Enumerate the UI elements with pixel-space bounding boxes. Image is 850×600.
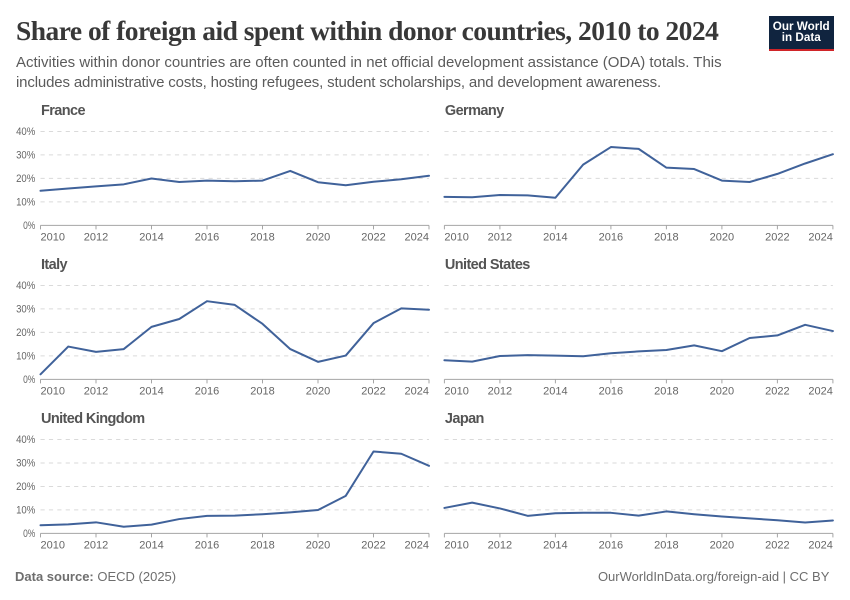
svg-text:20%: 20%	[16, 481, 36, 493]
svg-text:United Kingdom: United Kingdom	[41, 411, 145, 427]
svg-text:2010: 2010	[41, 540, 65, 552]
svg-text:40%: 40%	[16, 126, 36, 138]
svg-text:10%: 10%	[16, 504, 36, 516]
svg-text:20%: 20%	[16, 327, 36, 339]
svg-text:30%: 30%	[16, 457, 36, 469]
svg-text:2016: 2016	[599, 232, 623, 244]
svg-text:2020: 2020	[710, 386, 734, 398]
svg-text:40%: 40%	[16, 280, 36, 292]
svg-text:2018: 2018	[250, 540, 274, 552]
svg-text:2024: 2024	[405, 540, 429, 552]
svg-text:2020: 2020	[710, 540, 734, 552]
svg-text:2018: 2018	[654, 386, 678, 398]
svg-text:2012: 2012	[84, 386, 108, 398]
svg-text:0%: 0%	[23, 220, 36, 232]
svg-text:2016: 2016	[599, 540, 623, 552]
svg-text:2014: 2014	[543, 386, 567, 398]
svg-text:2010: 2010	[444, 386, 468, 398]
svg-text:2018: 2018	[654, 232, 678, 244]
svg-text:2022: 2022	[765, 232, 789, 244]
svg-text:2020: 2020	[306, 540, 330, 552]
svg-text:2012: 2012	[84, 232, 108, 244]
svg-text:2012: 2012	[84, 540, 108, 552]
svg-text:2016: 2016	[195, 540, 219, 552]
svg-text:2024: 2024	[405, 386, 429, 398]
svg-text:2024: 2024	[808, 232, 832, 244]
svg-text:0%: 0%	[23, 374, 36, 386]
svg-text:30%: 30%	[16, 149, 36, 161]
svg-text:2014: 2014	[139, 386, 163, 398]
svg-text:2018: 2018	[250, 232, 274, 244]
svg-text:2020: 2020	[710, 232, 734, 244]
svg-text:2022: 2022	[765, 386, 789, 398]
svg-text:40%: 40%	[16, 434, 36, 446]
svg-text:2014: 2014	[139, 540, 163, 552]
svg-text:2022: 2022	[765, 540, 789, 552]
svg-text:2020: 2020	[306, 232, 330, 244]
svg-text:2014: 2014	[543, 232, 567, 244]
svg-text:2016: 2016	[195, 386, 219, 398]
svg-text:2010: 2010	[41, 232, 65, 244]
svg-text:2010: 2010	[41, 386, 65, 398]
svg-text:2014: 2014	[139, 232, 163, 244]
svg-text:2018: 2018	[654, 540, 678, 552]
svg-text:2012: 2012	[488, 232, 512, 244]
svg-text:2022: 2022	[361, 386, 385, 398]
svg-text:2024: 2024	[808, 540, 832, 552]
svg-text:2022: 2022	[361, 540, 385, 552]
svg-text:2018: 2018	[250, 386, 274, 398]
svg-text:Germany: Germany	[445, 103, 504, 119]
svg-text:2024: 2024	[405, 232, 429, 244]
svg-text:2012: 2012	[488, 386, 512, 398]
svg-text:2016: 2016	[195, 232, 219, 244]
svg-text:Italy: Italy	[41, 257, 68, 273]
svg-text:Japan: Japan	[445, 411, 484, 427]
svg-text:10%: 10%	[16, 196, 36, 208]
svg-text:20%: 20%	[16, 173, 36, 185]
svg-text:2012: 2012	[488, 540, 512, 552]
svg-text:2022: 2022	[361, 232, 385, 244]
svg-text:2020: 2020	[306, 386, 330, 398]
svg-text:0%: 0%	[23, 528, 36, 540]
svg-text:30%: 30%	[16, 303, 36, 315]
svg-text:10%: 10%	[16, 350, 36, 362]
svg-text:2010: 2010	[444, 232, 468, 244]
svg-text:2024: 2024	[808, 386, 832, 398]
svg-text:2010: 2010	[444, 540, 468, 552]
svg-text:2016: 2016	[599, 386, 623, 398]
svg-text:United States: United States	[445, 257, 530, 273]
svg-text:France: France	[41, 103, 85, 119]
svg-text:2014: 2014	[543, 540, 567, 552]
